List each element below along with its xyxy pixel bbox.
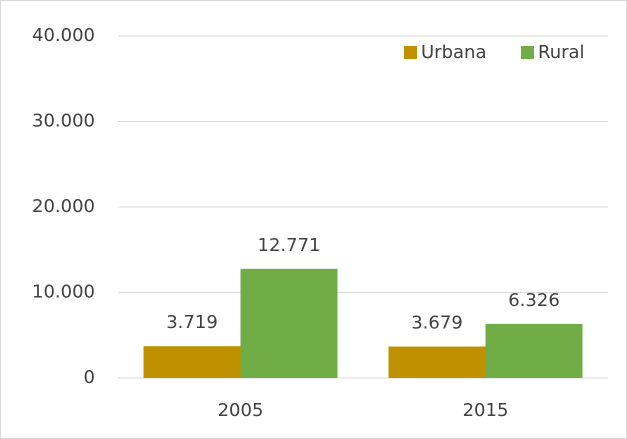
bar: [485, 323, 583, 378]
value-label: 12.771: [258, 235, 321, 256]
bar: [388, 346, 486, 378]
legend-swatch: [404, 46, 417, 59]
y-tick-label: 10.000: [32, 282, 95, 303]
value-label: 6.326: [508, 290, 560, 311]
legend-label: Urbana: [421, 42, 486, 63]
bar: [240, 268, 338, 378]
bar: [143, 346, 241, 378]
y-tick-label: 20.000: [32, 196, 95, 217]
legend-label: Rural: [538, 42, 585, 63]
legend-swatch: [521, 46, 534, 59]
y-tick-label: 0: [84, 367, 95, 388]
x-tick-label: 2015: [463, 400, 509, 421]
value-label: 3.719: [166, 312, 218, 333]
y-tick-label: 30.000: [32, 111, 95, 132]
x-tick-label: 2005: [218, 400, 264, 421]
value-label: 3.679: [411, 313, 463, 334]
y-tick-label: 40.000: [32, 25, 95, 46]
